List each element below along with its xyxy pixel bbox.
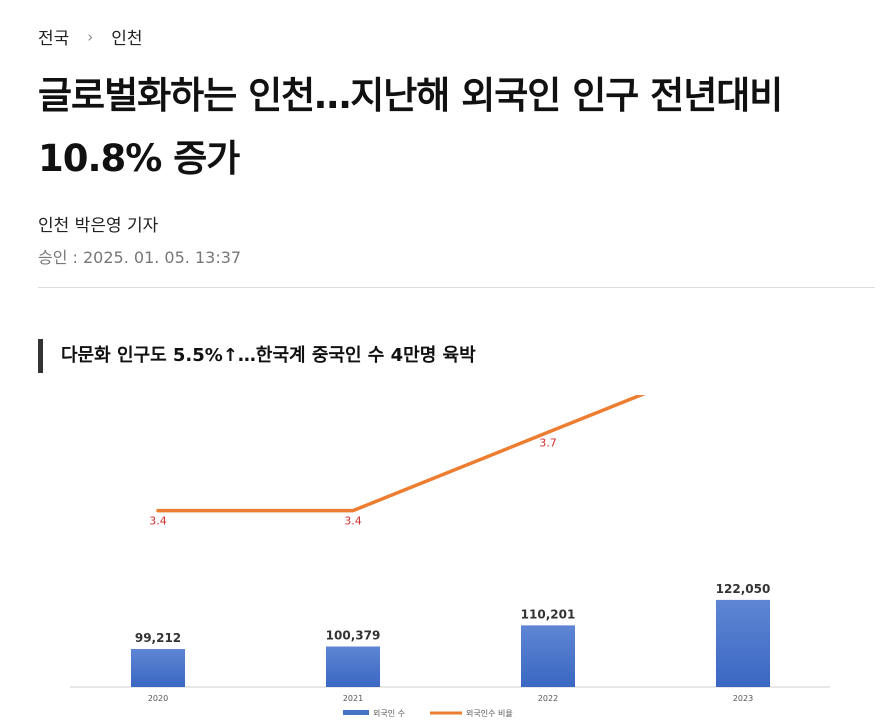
x-tick-label: 2022: [538, 694, 558, 703]
article-timestamp: 승인 : 2025. 01. 05. 13:37: [38, 248, 242, 267]
x-tick-label: 2021: [343, 694, 363, 703]
breadcrumb-item-incheon[interactable]: 인천: [111, 29, 143, 49]
chevron-right-icon: ›: [87, 27, 94, 46]
bar-2020: [131, 648, 185, 687]
bar-value-label: 122,050: [716, 582, 771, 596]
ratio-value-label: 3.4: [344, 515, 362, 528]
bar-value-label: 110,201: [521, 607, 576, 621]
bar-2022: [521, 625, 575, 687]
bar-2021: [326, 646, 380, 687]
ratio-value-label: 3.7: [539, 436, 557, 449]
foreign-population-chart: 99,212 2020 100,379 2021 110,201 2022 122,050 2…: [70, 395, 830, 718]
article-byline: 인천 박은영 기자: [38, 216, 159, 236]
ratio-line: [156, 395, 646, 513]
bar-value-label: 100,379: [326, 628, 381, 642]
legend-bar-label: 외국인 수: [373, 708, 405, 718]
article-title: 글로벌화하는 인천…지난해 외국인 인구 전년대비 10.8% 증가: [38, 74, 783, 180]
breadcrumb-item-nationwide[interactable]: 전국: [38, 29, 70, 49]
bar-value-label: 99,212: [135, 631, 181, 645]
legend-bar-swatch: [343, 710, 369, 715]
x-tick-label: 2023: [733, 694, 753, 703]
article-subheading: 다문화 인구도 5.5%↑…한국계 중국인 수 4만명 육박: [38, 339, 476, 373]
legend-line-label: 외국인수 비율: [466, 708, 513, 718]
ratio-value-label: 3.4: [149, 515, 167, 528]
divider: [38, 287, 875, 288]
bar-2023: [716, 599, 770, 687]
x-tick-label: 2020: [148, 694, 168, 703]
breadcrumb: 전국 › 인천: [38, 24, 143, 50]
